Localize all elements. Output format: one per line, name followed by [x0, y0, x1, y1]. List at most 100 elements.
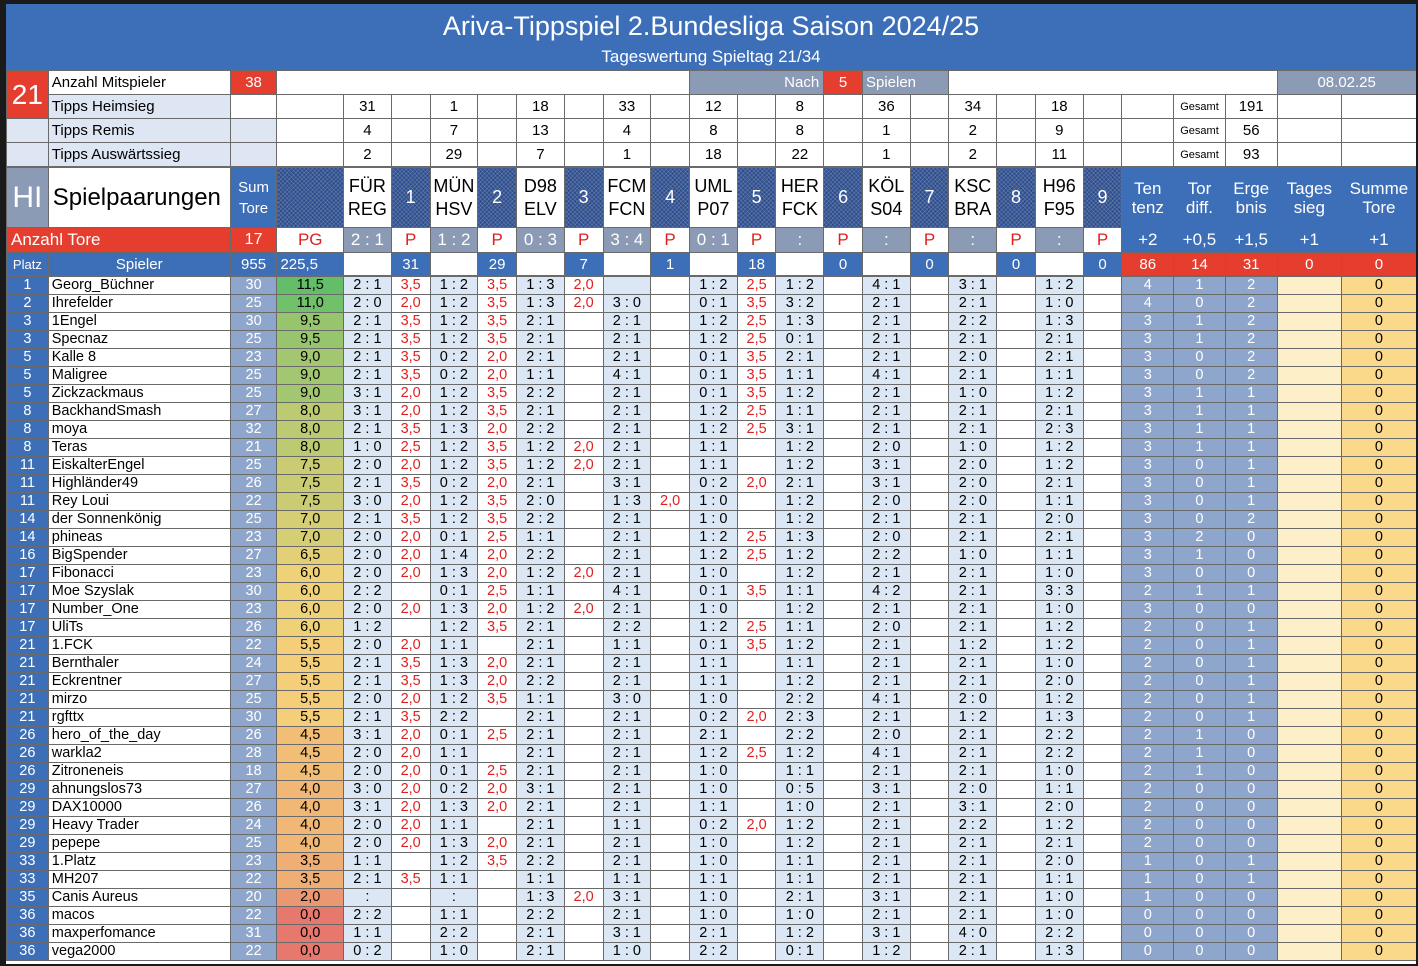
points-match-3 [563, 510, 604, 529]
points-match-2 [477, 744, 518, 763]
tip-match-1: 2 : 0 [343, 456, 392, 475]
tip-match-9: 2 : 1 [1034, 330, 1084, 349]
points-match-8 [996, 384, 1036, 403]
blank [736, 94, 777, 119]
player-name: Canis Aureus [47, 888, 231, 907]
player-goal-sum: 32 [229, 420, 278, 439]
match-home: KSC [954, 175, 992, 196]
tip-match-4: 3 : 0 [602, 294, 652, 313]
points-match-3: 2,0 [563, 456, 604, 475]
bonus-line2: bnis [1235, 197, 1267, 217]
blank [948, 252, 998, 276]
tip-match-7: 3 : 1 [861, 474, 911, 493]
points-match-8 [996, 852, 1036, 871]
player-name: Bernthaler [47, 654, 231, 673]
exact-result-count: 2 [1224, 348, 1278, 367]
tip-match-5: 1 : 2 [688, 618, 738, 637]
blank [602, 252, 652, 276]
points-match-1: 2,0 [390, 744, 431, 763]
bonus-count-5: 0 [1341, 252, 1416, 276]
tip-match-1: 2 : 1 [343, 312, 392, 331]
tip-match-5: 1 : 0 [688, 600, 738, 619]
points-match-7 [909, 564, 950, 583]
tip-match-8: 1 : 2 [948, 708, 998, 727]
points-match-3 [563, 330, 604, 349]
player-goal-sum: 25 [229, 510, 278, 529]
match-number-8: 8 [996, 167, 1036, 228]
player-goal-sum: 22 [229, 636, 278, 655]
blank [909, 94, 950, 119]
goal-diff-count: 0 [1173, 672, 1226, 691]
tip-match-6: 2 : 3 [775, 708, 825, 727]
points-match-4 [650, 906, 690, 925]
tip-match-5: 0 : 1 [688, 294, 738, 313]
tip-match-5: 0 : 1 [688, 366, 738, 385]
player-rank: 17 [6, 582, 49, 601]
points-match-1: 3,5 [390, 348, 431, 367]
tip-match-8: 3 : 1 [948, 798, 998, 817]
points-match-9 [1082, 618, 1123, 637]
goal-diff-count: 0 [1173, 906, 1226, 925]
player-row: 26 warkla2 28 4,5 2 : 0 2,0 1 : 1 2 : 1 2 : 1 1 :… [6, 744, 1416, 763]
player-name: 1Engel [47, 312, 231, 331]
home-tips-count-2: 1 [429, 94, 479, 119]
away-tips-count-9: 11 [1034, 142, 1084, 167]
points-match-3 [563, 384, 604, 403]
match-home: FCM [607, 175, 647, 196]
points-match-4 [650, 852, 690, 871]
player-name: Eckrentner [47, 672, 231, 691]
tip-match-1: 2 : 2 [343, 582, 392, 601]
points-match-9 [1082, 852, 1123, 871]
goal-diff-count: 1 [1173, 312, 1226, 331]
goal-diff-count: 2 [1173, 528, 1226, 547]
draw-tips-count-9: 9 [1034, 118, 1084, 143]
exact-result-count: 1 [1224, 474, 1278, 493]
tip-match-6: 1 : 1 [775, 870, 825, 889]
points-match-8 [996, 312, 1036, 331]
points-match-4 [650, 672, 690, 691]
tip-match-1: 0 : 2 [343, 942, 392, 961]
player-row: 17 Number_One 23 6,0 2 : 0 2,0 1 : 3 2,0 1 : 2 2,… [6, 600, 1416, 619]
player-points: 2,0 [276, 888, 345, 907]
points-match-7 [909, 276, 950, 295]
points-match-6 [823, 906, 863, 925]
player-row: 8 Teras 21 8,0 1 : 0 2,5 1 : 2 3,5 1 : 2 2,0 2 : 1… [6, 438, 1416, 457]
tip-match-8: 2 : 1 [948, 870, 998, 889]
points-match-8 [996, 420, 1036, 439]
day-win [1276, 474, 1343, 493]
player-rank: 5 [6, 366, 49, 385]
tip-match-9: 1 : 2 [1034, 276, 1084, 295]
draw-tips-count-3: 13 [516, 118, 565, 143]
tip-match-7: 2 : 1 [861, 384, 911, 403]
player-points: 0,0 [276, 906, 345, 925]
points-match-7 [909, 924, 950, 943]
player-rank: 29 [6, 798, 49, 817]
points-match-5 [736, 690, 777, 709]
tip-match-6: 1 : 2 [775, 672, 825, 691]
points-match-6 [823, 420, 863, 439]
points-match-8 [996, 942, 1036, 961]
exact-result-count: 0 [1224, 888, 1278, 907]
goal-diff-count: 0 [1173, 636, 1226, 655]
blank [996, 142, 1036, 167]
goal-diff-count: 1 [1173, 438, 1226, 457]
goal-sum-bonus: 0 [1341, 366, 1416, 385]
points-match-2: 2,0 [477, 780, 518, 799]
player-goal-sum: 27 [229, 546, 278, 565]
player-row: 2 Ihrefelder 25 11,0 2 : 0 2,0 1 : 2 3,5 1 : 3 2,… [6, 294, 1416, 313]
points-match-2: 2,0 [477, 420, 518, 439]
tip-match-2: 1 : 3 [429, 672, 479, 691]
draw-tips-total: 56 [1224, 118, 1278, 143]
tip-match-9: 1 : 0 [1034, 906, 1084, 925]
points-match-1: 2,0 [390, 726, 431, 745]
points-match-6 [823, 456, 863, 475]
goal-sum-bonus: 0 [1341, 672, 1416, 691]
points-match-6 [823, 510, 863, 529]
blank [1276, 118, 1343, 143]
blank [390, 142, 431, 167]
day-win [1276, 366, 1343, 385]
player-rank: 3 [6, 330, 49, 349]
player-goal-sum: 18 [229, 762, 278, 781]
points-match-6 [823, 294, 863, 313]
tip-match-6: 1 : 2 [775, 546, 825, 565]
